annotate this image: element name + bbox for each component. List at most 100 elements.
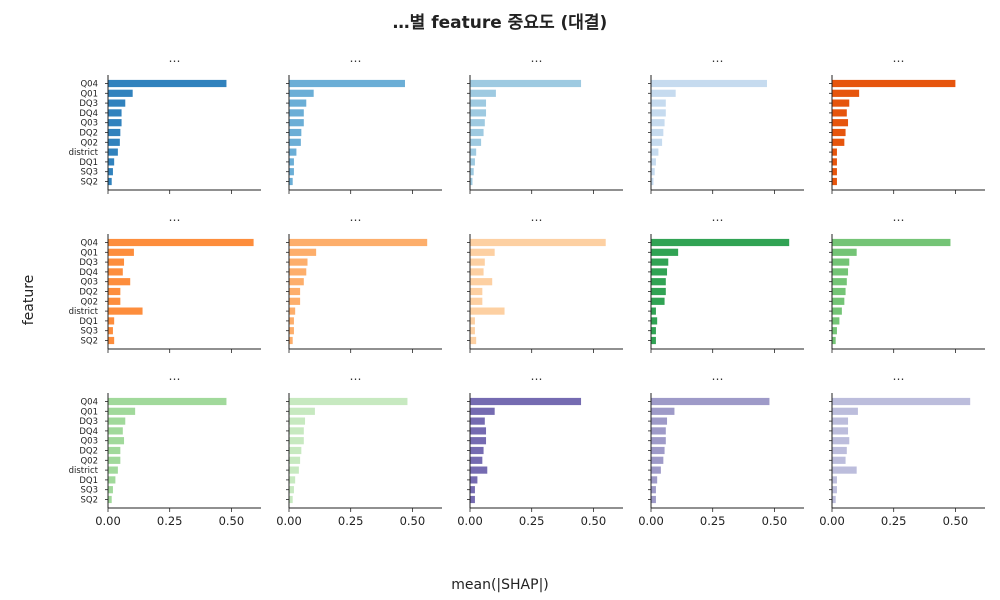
y-tick-label: SQ3 xyxy=(81,327,99,337)
panel-title: … xyxy=(893,51,905,65)
bar-Q02 xyxy=(470,138,482,146)
bar-Q04 xyxy=(470,79,582,88)
bar-DQ4 xyxy=(470,427,487,435)
x-tick-label: 0.25 xyxy=(881,514,907,528)
bar-SQ3 xyxy=(470,327,475,335)
bar-Q03 xyxy=(470,437,487,445)
bar-Q04 xyxy=(832,397,971,406)
panel-4: … xyxy=(648,51,804,194)
bar-SQ2 xyxy=(108,177,112,186)
bar-district xyxy=(108,307,143,315)
bar-DQ1 xyxy=(289,317,294,325)
panel-title: … xyxy=(531,210,543,224)
bar-DQ1 xyxy=(108,476,116,484)
bar-SQ2 xyxy=(651,177,654,186)
y-tick-label: Q02 xyxy=(80,297,98,307)
bar-DQ2 xyxy=(651,446,665,455)
bar-DQ3 xyxy=(470,417,485,425)
bar-Q04 xyxy=(470,397,582,406)
bar-DQ4 xyxy=(832,268,849,276)
bar-Q02 xyxy=(651,138,663,146)
bar-district xyxy=(108,466,118,474)
bar-district xyxy=(651,148,659,156)
panel-title: … xyxy=(531,369,543,383)
bar-Q01 xyxy=(108,248,134,256)
bar-DQ2 xyxy=(108,287,121,296)
panel-10: … xyxy=(829,210,985,353)
bar-DQ1 xyxy=(108,317,115,325)
bar-district xyxy=(289,148,297,156)
bar-DQ3 xyxy=(108,417,126,425)
bar-Q02 xyxy=(832,138,845,146)
bar-Q03 xyxy=(651,437,666,445)
bar-Q01 xyxy=(289,248,317,256)
x-tick-label: 0.25 xyxy=(338,514,364,528)
x-tick-label: 0.50 xyxy=(219,514,245,528)
bar-DQ4 xyxy=(108,109,122,117)
x-tick-label: 0.50 xyxy=(943,514,969,528)
y-tick-label: DQ3 xyxy=(79,99,98,109)
panel-8: … xyxy=(467,210,623,353)
bar-Q03 xyxy=(289,437,304,445)
y-tick-label: DQ4 xyxy=(79,109,98,119)
bar-DQ4 xyxy=(832,427,849,435)
bar-SQ3 xyxy=(108,486,113,494)
bar-SQ2 xyxy=(832,495,836,504)
panel-7: … xyxy=(286,210,442,353)
x-tick-label: 0.00 xyxy=(276,514,302,528)
bar-DQ3 xyxy=(289,99,307,107)
bar-DQ3 xyxy=(289,258,308,266)
x-tick-label: 0.50 xyxy=(400,514,426,528)
bar-DQ2 xyxy=(289,287,301,296)
bar-Q01 xyxy=(651,407,675,415)
bar-Q02 xyxy=(108,138,120,146)
x-tick-label: 0.50 xyxy=(762,514,788,528)
bar-DQ2 xyxy=(832,287,846,296)
bar-Q04 xyxy=(651,79,767,88)
x-tick-label: 0.25 xyxy=(157,514,183,528)
bar-SQ3 xyxy=(832,486,837,494)
y-tick-label: SQ2 xyxy=(81,178,99,188)
panel-title: … xyxy=(350,369,362,383)
bar-Q01 xyxy=(470,89,496,97)
bar-SQ2 xyxy=(651,495,656,504)
bar-DQ2 xyxy=(651,128,664,137)
y-tick-label: Q03 xyxy=(80,278,98,288)
bar-SQ3 xyxy=(470,486,475,494)
bar-SQ2 xyxy=(832,177,837,186)
panel-9: … xyxy=(648,210,804,353)
bar-DQ2 xyxy=(470,446,484,455)
bar-district xyxy=(651,466,661,474)
bar-DQ2 xyxy=(651,287,666,296)
bar-district xyxy=(832,148,837,156)
bar-DQ2 xyxy=(832,446,847,455)
bar-DQ1 xyxy=(651,476,658,484)
bar-DQ4 xyxy=(651,268,668,276)
y-tick-label: DQ4 xyxy=(79,427,98,437)
y-tick-label: Q04 xyxy=(80,239,98,249)
bar-DQ4 xyxy=(470,268,484,276)
bar-Q02 xyxy=(289,138,301,146)
bar-DQ4 xyxy=(651,109,666,117)
bar-DQ1 xyxy=(651,158,656,166)
bar-Q04 xyxy=(108,79,227,88)
bar-Q01 xyxy=(108,89,133,97)
panel-title: … xyxy=(350,51,362,65)
bar-DQ3 xyxy=(651,258,669,266)
bar-Q01 xyxy=(108,407,136,415)
bar-Q03 xyxy=(651,278,666,286)
bar-Q03 xyxy=(651,119,665,127)
panel-title: … xyxy=(712,51,724,65)
bar-Q01 xyxy=(651,89,676,97)
bar-Q01 xyxy=(832,248,857,256)
panel-title: … xyxy=(893,210,905,224)
bar-Q04 xyxy=(108,397,227,406)
bar-DQ1 xyxy=(289,158,294,166)
y-tick-label: Q02 xyxy=(80,456,98,466)
bar-DQ3 xyxy=(832,99,850,107)
bar-DQ3 xyxy=(651,417,668,425)
y-tick-label: Q04 xyxy=(80,80,98,90)
bar-Q03 xyxy=(470,278,493,286)
bar-Q02 xyxy=(651,297,665,305)
